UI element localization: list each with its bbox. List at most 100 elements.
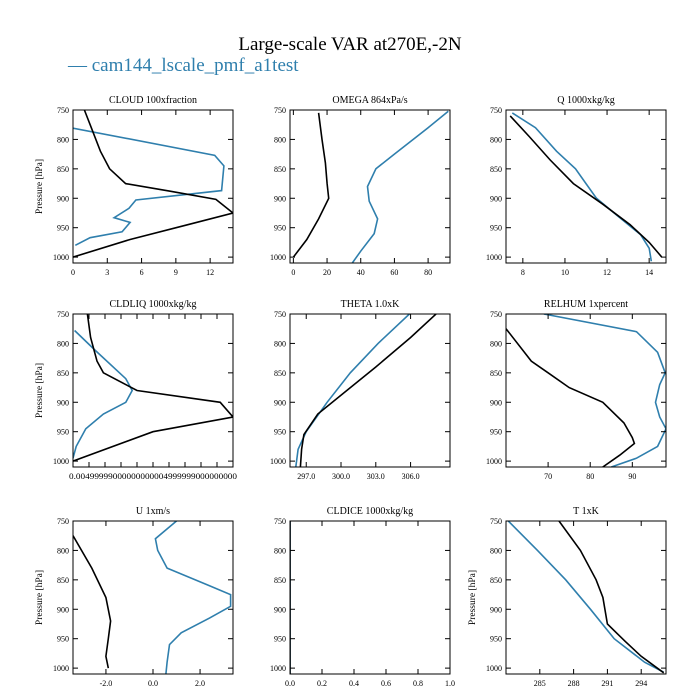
y-tick-label: 1000: [53, 664, 69, 673]
y-tick-label: 800: [57, 339, 69, 348]
x-tick-label: 14: [645, 268, 653, 277]
x-tick-label: 303.0: [367, 472, 385, 481]
y-tick-label: 950: [57, 224, 69, 233]
y-tick-label: 750: [57, 106, 69, 115]
y-tick-label: 950: [490, 635, 502, 644]
series-line-control: [509, 115, 663, 258]
x-tick-label: 1.0: [445, 679, 455, 688]
x-tick-label: 288: [568, 679, 580, 688]
x-tick-label: 0.8: [413, 679, 423, 688]
y-axis-label: Pressure [hPa]: [35, 159, 45, 214]
plot-frame: [505, 313, 667, 468]
x-tick-label: 70: [544, 472, 552, 481]
y-tick-label: 1000: [53, 457, 69, 466]
y-tick-label: 1000: [270, 664, 286, 673]
x-tick-label: 0.0: [285, 679, 295, 688]
series-line-test: [73, 127, 225, 247]
y-tick-label: 900: [274, 398, 286, 407]
y-tick-label: 800: [274, 135, 286, 144]
y-tick-label: 1000: [270, 253, 286, 262]
series-line-test: [73, 329, 134, 459]
series-line-test: [543, 314, 666, 467]
y-tick-label: 750: [490, 310, 502, 319]
legend-label: cam144_lscale_pmf_a1test: [91, 55, 299, 76]
x-tick-label: 10: [561, 268, 569, 277]
x-tick-label: 12: [206, 268, 214, 277]
y-tick-label: 1000: [486, 253, 502, 262]
panel-4: THETA 1.0xK 750 800 850 900 950 1000 297.0 300.0…: [270, 299, 451, 481]
y-tick-label: 1000: [486, 457, 502, 466]
y-tick-label: 850: [274, 369, 286, 378]
y-tick-label: 850: [274, 165, 286, 174]
x-tick-label: 285: [534, 679, 546, 688]
x-tick-label: 6: [140, 268, 144, 277]
y-tick-label: 850: [274, 576, 286, 585]
legend-entry: — cam144_lscale_pmf_a1test: [68, 55, 299, 77]
y-tick-label: 750: [490, 106, 502, 115]
y-tick-label: 850: [57, 576, 69, 585]
y-tick-label: 750: [490, 517, 502, 526]
x-tick-label: 300.0: [332, 472, 350, 481]
x-tick-label: 90: [628, 472, 636, 481]
y-tick-label: 900: [57, 605, 69, 614]
x-tick-label: 0.6: [381, 679, 391, 688]
series-line-control: [558, 521, 665, 674]
plot-frame: [289, 109, 451, 264]
x-tick-label: 80: [586, 472, 594, 481]
series-line-test: [507, 521, 665, 673]
panel-title: CLDLIQ 1000xkg/kg: [110, 299, 197, 310]
y-tick-label: 900: [490, 194, 502, 203]
x-tick-label: 3: [105, 268, 109, 277]
y-tick-label: 900: [490, 605, 502, 614]
y-tick-label: 850: [490, 165, 502, 174]
x-tick-label: 20: [323, 268, 331, 277]
plot-frame: [72, 109, 234, 264]
panel-title: CLDICE 1000xkg/kg: [327, 506, 413, 517]
y-tick-label: 900: [490, 398, 502, 407]
y-tick-label: 950: [490, 224, 502, 233]
plot-frame: [72, 313, 234, 468]
y-tick-label: 850: [57, 369, 69, 378]
x-tick-labels-overlapping: 0.00499999000000000004999999000000000: [69, 472, 237, 481]
y-axis-label: Pressure [hPa]: [35, 570, 45, 625]
panel-title: THETA 1.0xK: [341, 299, 400, 310]
panel-title: OMEGA 864xPa/s: [332, 95, 407, 106]
series-line-test: [154, 521, 232, 674]
panel-0: CLOUD 100xfraction Pressure [hPa] 750 800 85…: [35, 95, 234, 277]
series-line-control: [506, 328, 636, 467]
x-tick-label: 2.0: [195, 679, 205, 688]
y-tick-label: 750: [274, 106, 286, 115]
panel-title: CLOUD 100xfraction: [109, 95, 197, 106]
y-tick-label: 900: [274, 194, 286, 203]
series-line-control: [73, 314, 233, 462]
x-tick-label: 0.2: [317, 679, 327, 688]
series-line-control: [292, 112, 330, 258]
y-tick-label: 800: [57, 135, 69, 144]
plot-frame: [289, 520, 451, 675]
plot-frame: [289, 313, 451, 468]
x-tick-label: 80: [424, 268, 432, 277]
series-line-control: [299, 314, 438, 467]
y-tick-label: 1000: [270, 457, 286, 466]
panel-1: OMEGA 864xPa/s 750 800 850 900 950 1000 0 20 40 60…: [270, 95, 451, 277]
x-tick-label: 297.0: [297, 472, 315, 481]
y-tick-label: 950: [274, 428, 286, 437]
panel-title: RELHUM 1xpercent: [544, 299, 628, 310]
x-tick-label: -2.0: [100, 679, 113, 688]
y-axis-label: Pressure [hPa]: [468, 570, 478, 625]
x-tick-label: 294: [635, 679, 647, 688]
y-tick-label: 750: [274, 517, 286, 526]
x-tick-label: 0.0: [148, 679, 158, 688]
x-tick-label: 0.4: [349, 679, 359, 688]
plot-frame: [505, 520, 667, 675]
panel-title: U 1xm/s: [136, 506, 170, 517]
x-tick-label: 9: [174, 268, 178, 277]
y-tick-label: 1000: [486, 664, 502, 673]
x-tick-label: 60: [390, 268, 398, 277]
panel-title: Q 1000xkg/kg: [557, 95, 615, 106]
y-tick-label: 900: [57, 194, 69, 203]
series-line-test: [351, 110, 449, 263]
y-tick-label: 800: [490, 546, 502, 555]
y-tick-label: 900: [274, 605, 286, 614]
